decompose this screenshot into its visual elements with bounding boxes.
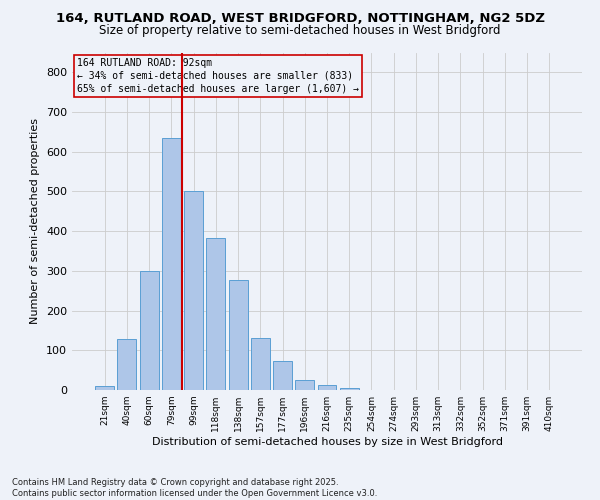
Bar (229, 280, 248, 390)
Bar (273, 361, 292, 390)
Bar (140, 271, 158, 390)
X-axis label: Distribution of semi-detached houses by size in West Bridgford: Distribution of semi-detached houses by … (151, 437, 503, 447)
Text: 164 RUTLAND ROAD: 92sqm
← 34% of semi-detached houses are smaller (833)
65% of s: 164 RUTLAND ROAD: 92sqm ← 34% of semi-de… (77, 58, 359, 94)
Bar (317, 385, 337, 390)
Text: Size of property relative to semi-detached houses in West Bridgford: Size of property relative to semi-detach… (99, 24, 501, 37)
Bar (251, 338, 270, 390)
Y-axis label: Number of semi-detached properties: Number of semi-detached properties (31, 118, 40, 324)
Bar (95, 386, 114, 390)
Bar (184, 192, 203, 390)
Bar (118, 339, 136, 390)
Bar (295, 380, 314, 390)
Bar (206, 238, 225, 390)
Text: 164, RUTLAND ROAD, WEST BRIDGFORD, NOTTINGHAM, NG2 5DZ: 164, RUTLAND ROAD, WEST BRIDGFORD, NOTTI… (56, 12, 545, 26)
Text: Contains HM Land Registry data © Crown copyright and database right 2025.
Contai: Contains HM Land Registry data © Crown c… (12, 478, 377, 498)
Bar (162, 138, 181, 390)
Bar (340, 388, 359, 390)
